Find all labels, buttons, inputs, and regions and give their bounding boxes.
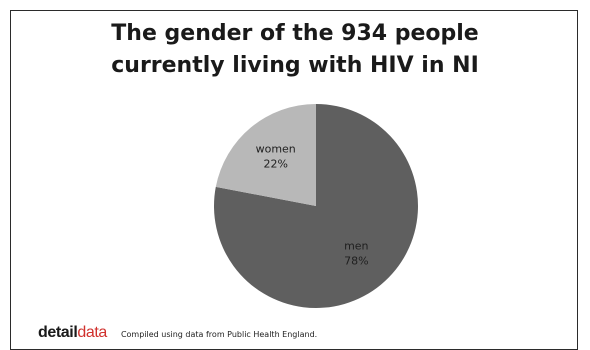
brand-logo: detaildata [38, 324, 107, 342]
brand-logo-part2: data [77, 324, 107, 341]
pie-label-women: women [256, 142, 296, 155]
pie-value-men: 78% [344, 255, 368, 268]
pie-slices [213, 103, 419, 308]
pie-label-men: men [344, 240, 368, 253]
chart-title-line-1: The gender of the 934 people [111, 21, 479, 46]
pie-slice-women [215, 103, 316, 206]
source-note: Compiled using data from Public Health E… [120, 330, 318, 339]
chart-title: The gender of the 934 people currently l… [0, 18, 590, 82]
pie-labels: men 78% women 22% [256, 142, 369, 267]
pie-value-women: 22% [263, 157, 287, 170]
footer: detaildata Compiled using data from Publ… [38, 324, 317, 344]
chart-title-line-2: currently living with HIV in NI [111, 53, 479, 78]
brand-logo-part1: detail [38, 324, 78, 341]
